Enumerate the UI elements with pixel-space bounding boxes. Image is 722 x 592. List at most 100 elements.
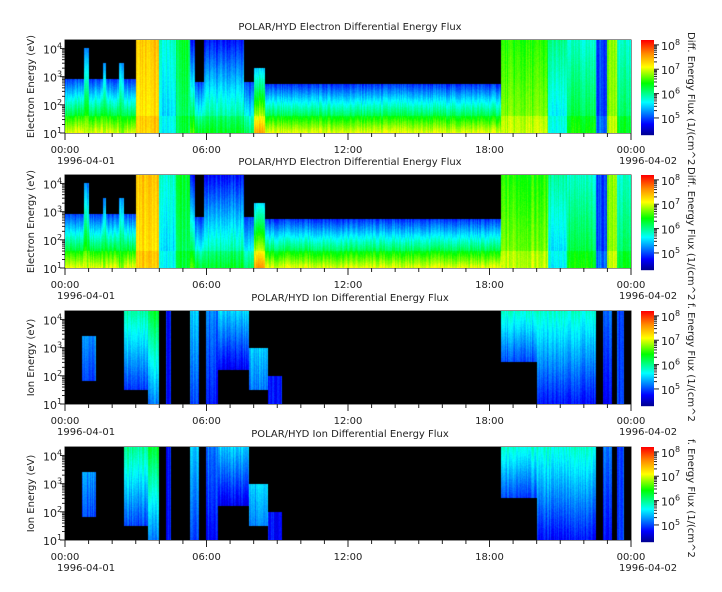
colorbar-cell bbox=[641, 264, 654, 266]
colorbar-tick-label: 106 bbox=[661, 494, 680, 509]
colorbar-cell bbox=[641, 367, 654, 369]
colorbar-cell bbox=[641, 233, 654, 235]
colorbar-cell bbox=[641, 54, 654, 56]
y-tick-label: 104 bbox=[43, 41, 62, 56]
colorbar-cell bbox=[641, 183, 654, 185]
colorbar-cell bbox=[641, 228, 654, 230]
panel-title: POLAR/HYD Ion Differential Energy Flux bbox=[251, 429, 449, 440]
colorbar-cell bbox=[641, 354, 654, 356]
colorbar-cell bbox=[641, 65, 654, 67]
colorbar-cell bbox=[641, 77, 654, 79]
colorbar-cell bbox=[641, 369, 654, 371]
colorbar-cell bbox=[641, 478, 654, 480]
colorbar-cell bbox=[641, 515, 654, 517]
colorbar-cell bbox=[641, 338, 654, 340]
colorbar-cell bbox=[641, 196, 654, 198]
colorbar-cell bbox=[641, 204, 654, 206]
colorbar-cell bbox=[641, 57, 654, 59]
colorbar-cell bbox=[641, 380, 654, 382]
colorbar-cell bbox=[641, 128, 654, 130]
colorbar-cell bbox=[641, 536, 654, 538]
colorbar-cell bbox=[641, 100, 654, 102]
x-end-date: 1996-04-02 bbox=[619, 156, 677, 167]
colorbar-cell bbox=[641, 335, 654, 337]
spectrogram-3 bbox=[65, 311, 631, 404]
y-tick-label: 101 bbox=[43, 126, 62, 141]
colorbar-cell bbox=[641, 219, 654, 221]
colorbar-cell bbox=[641, 223, 654, 225]
colorbar-cell bbox=[641, 494, 654, 496]
colorbar-cell bbox=[641, 520, 654, 522]
colorbar-cell bbox=[641, 460, 654, 462]
colorbar-cell bbox=[641, 458, 654, 460]
x-tick-label: 18:00 bbox=[475, 416, 504, 427]
colorbar-cell bbox=[641, 47, 654, 49]
colorbar-cell bbox=[641, 112, 654, 114]
colorbar-cell bbox=[641, 373, 654, 375]
colorbar-cell bbox=[641, 466, 654, 468]
colorbar-cell bbox=[641, 90, 654, 92]
colorbar-cell bbox=[641, 261, 654, 263]
colorbar-cell bbox=[641, 226, 654, 228]
colorbar-cell bbox=[641, 105, 654, 107]
colorbar-cell bbox=[641, 535, 654, 537]
colorbar-cell bbox=[641, 388, 654, 390]
colorbar-cell bbox=[641, 356, 654, 358]
colorbar-cell bbox=[641, 111, 654, 113]
colorbar-cell bbox=[641, 366, 654, 368]
colorbar-cell bbox=[641, 328, 654, 330]
colorbar-cell bbox=[641, 376, 654, 378]
colorbar-cell bbox=[641, 258, 654, 260]
x-tick-label: 06:00 bbox=[192, 145, 221, 156]
colorbar-cell bbox=[641, 263, 654, 265]
colorbar-cell bbox=[641, 358, 654, 360]
colorbar-cell bbox=[641, 508, 654, 510]
colorbar-cell bbox=[641, 476, 654, 478]
colorbar-cell bbox=[641, 87, 654, 89]
colorbar-cell bbox=[641, 527, 654, 529]
colorbar-cell bbox=[641, 512, 654, 514]
colorbar-cell bbox=[641, 78, 654, 80]
colorbar-cell bbox=[641, 43, 654, 45]
x-end-date: 1996-04-02 bbox=[619, 291, 677, 302]
colorbar-cell bbox=[641, 133, 654, 135]
colorbar-cell bbox=[641, 178, 654, 180]
colorbar-cell bbox=[641, 266, 654, 268]
colorbar-cell bbox=[641, 59, 654, 61]
colorbar-cell bbox=[641, 326, 654, 328]
y-tick-label: 102 bbox=[43, 98, 62, 113]
colorbar-cell bbox=[641, 395, 654, 397]
colorbar-cell bbox=[641, 115, 654, 117]
colorbar-cell bbox=[641, 485, 654, 487]
colorbar-cell bbox=[641, 242, 654, 244]
colorbar-cell bbox=[641, 177, 654, 179]
colorbar-cell bbox=[641, 80, 654, 82]
colorbar-cell bbox=[641, 314, 654, 316]
colorbar-cell bbox=[641, 464, 654, 466]
colorbar-cell bbox=[641, 191, 654, 193]
colorbar-cell bbox=[641, 355, 654, 357]
colorbar-cell bbox=[641, 232, 654, 234]
colorbar-cell bbox=[641, 194, 654, 196]
colorbar-cell bbox=[641, 365, 654, 367]
panel-title: POLAR/HYD Ion Differential Energy Flux bbox=[251, 293, 449, 304]
colorbar-cell bbox=[641, 131, 654, 133]
colorbar-cell bbox=[641, 541, 654, 543]
colorbar-cell bbox=[641, 48, 654, 50]
colorbar-cell bbox=[641, 503, 654, 505]
colorbar-cell bbox=[641, 201, 654, 203]
x-tick-label: 18:00 bbox=[475, 280, 504, 291]
colorbar-cell bbox=[641, 72, 654, 74]
colorbar-cell bbox=[641, 492, 654, 494]
colorbar-cell bbox=[641, 127, 654, 129]
colorbar-cell bbox=[641, 234, 654, 236]
colorbar-cell bbox=[641, 459, 654, 461]
colorbar-cell bbox=[641, 248, 654, 250]
colorbar-cell bbox=[641, 525, 654, 527]
colorbar-cell bbox=[641, 260, 654, 262]
colorbar-cell bbox=[641, 462, 654, 464]
colorbar-cell bbox=[641, 184, 654, 186]
colorbar-cell bbox=[641, 517, 654, 519]
colorbar-cell bbox=[641, 92, 654, 94]
colorbar-cell bbox=[641, 497, 654, 499]
